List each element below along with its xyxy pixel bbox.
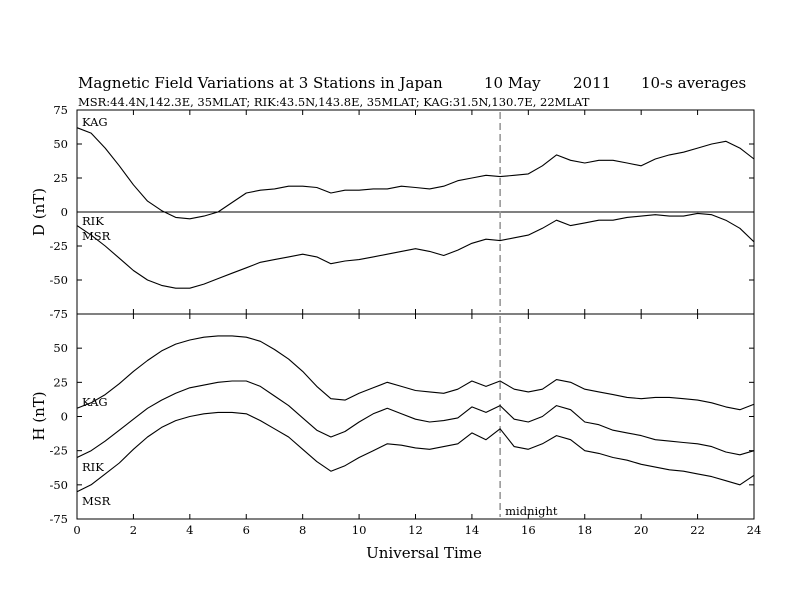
y-tick-label: 50 [53, 341, 68, 355]
station-label-msr: MSR [82, 229, 111, 243]
midnight-label: midnight [505, 504, 558, 518]
series-line-kag [76, 127, 755, 220]
station-label-rik: RIK [82, 214, 104, 228]
x-tick-label: 22 [690, 523, 705, 537]
series-line-rik [76, 380, 755, 458]
x-tick-label: 2 [130, 523, 137, 537]
y-tick-label: -25 [49, 444, 68, 458]
chart-year: 2011 [573, 74, 611, 92]
x-axis-label: Universal Time [366, 544, 482, 562]
y-tick-label: -50 [49, 273, 68, 287]
y-tick-label: -50 [49, 478, 68, 492]
chart-date: 10 May [484, 74, 541, 92]
bottom-y-axis-label: H (nT) [30, 391, 48, 440]
x-tick-label: 18 [577, 523, 592, 537]
series-line-rik [76, 212, 755, 289]
x-tick-label: 14 [465, 523, 480, 537]
chart-subtitle: MSR:44.4N,142.3E, 35MLAT; RIK:43.5N,143.… [78, 95, 590, 109]
y-tick-label: 25 [53, 375, 68, 389]
x-tick-label: 12 [408, 523, 423, 537]
x-tick-label: 20 [634, 523, 649, 537]
top-y-axis-label: D (nT) [30, 188, 48, 236]
x-tick-label: 0 [73, 523, 80, 537]
x-tick-label: 8 [299, 523, 306, 537]
series-line-msr [76, 411, 755, 493]
y-tick-label: 50 [53, 137, 68, 151]
series-line-kag [76, 335, 755, 411]
station-label-kag: KAG [82, 115, 108, 129]
chart-title: Magnetic Field Variations at 3 Stations … [78, 74, 443, 92]
y-tick-label: -75 [49, 307, 68, 321]
x-tick-label: 4 [186, 523, 193, 537]
panel-frame [76, 313, 755, 520]
y-tick-label: 0 [61, 410, 68, 424]
station-label-rik: RIK [82, 460, 104, 474]
station-label-kag: KAG [82, 395, 108, 409]
x-tick-label: 6 [243, 523, 250, 537]
y-tick-label: 25 [53, 171, 68, 185]
y-tick-label: -25 [49, 239, 68, 253]
x-tick-label: 10 [352, 523, 367, 537]
x-tick-label: 16 [521, 523, 536, 537]
chart-averaging: 10-s averages [641, 74, 746, 92]
y-tick-label: -75 [49, 512, 68, 526]
x-tick-label: 24 [747, 523, 762, 537]
y-tick-label: 75 [53, 103, 68, 117]
y-tick-label: 0 [61, 205, 68, 219]
station-label-msr: MSR [82, 494, 111, 508]
